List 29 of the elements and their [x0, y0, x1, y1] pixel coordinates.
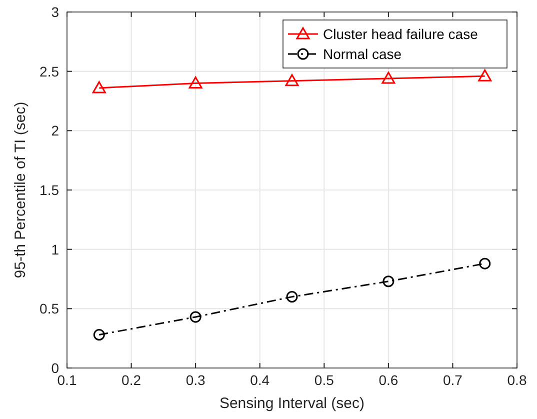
y-tick-label: 0 — [51, 360, 60, 376]
point — [478, 69, 492, 82]
x-tick-label: 0.7 — [442, 372, 463, 388]
point — [286, 291, 298, 303]
point — [382, 276, 394, 288]
y-tick-label: 2 — [51, 122, 60, 139]
point — [382, 72, 396, 84]
point — [285, 74, 299, 86]
x-tick-label: 0.3 — [186, 372, 206, 388]
point — [93, 329, 105, 341]
y-tick-label: 1.5 — [40, 182, 60, 198]
y-tick-label: 3 — [51, 4, 60, 20]
y-tick-label: 2.5 — [40, 63, 60, 80]
x-tick-label: 0.1 — [57, 372, 77, 388]
x-axis-title: Sensing Interval (sec) — [219, 395, 365, 412]
point — [188, 76, 202, 88]
legend-label: Cluster head failure case — [323, 26, 478, 42]
x-tick-label: 0.4 — [250, 372, 270, 388]
point — [479, 258, 491, 270]
x-tick-label: 0.8 — [507, 372, 527, 388]
point — [92, 81, 106, 94]
y-axis-title: 95-th Percentile of TI (sec) — [12, 102, 29, 278]
x-tick-label: 0.2 — [122, 372, 142, 388]
y-tick-label: 1 — [51, 241, 60, 258]
x-tick-label: 0.5 — [314, 372, 334, 388]
x-tick-label: 0.6 — [378, 372, 398, 388]
legend-label: Normal case — [323, 46, 402, 62]
point — [190, 311, 202, 323]
y-tick-label: 0.5 — [40, 300, 60, 317]
